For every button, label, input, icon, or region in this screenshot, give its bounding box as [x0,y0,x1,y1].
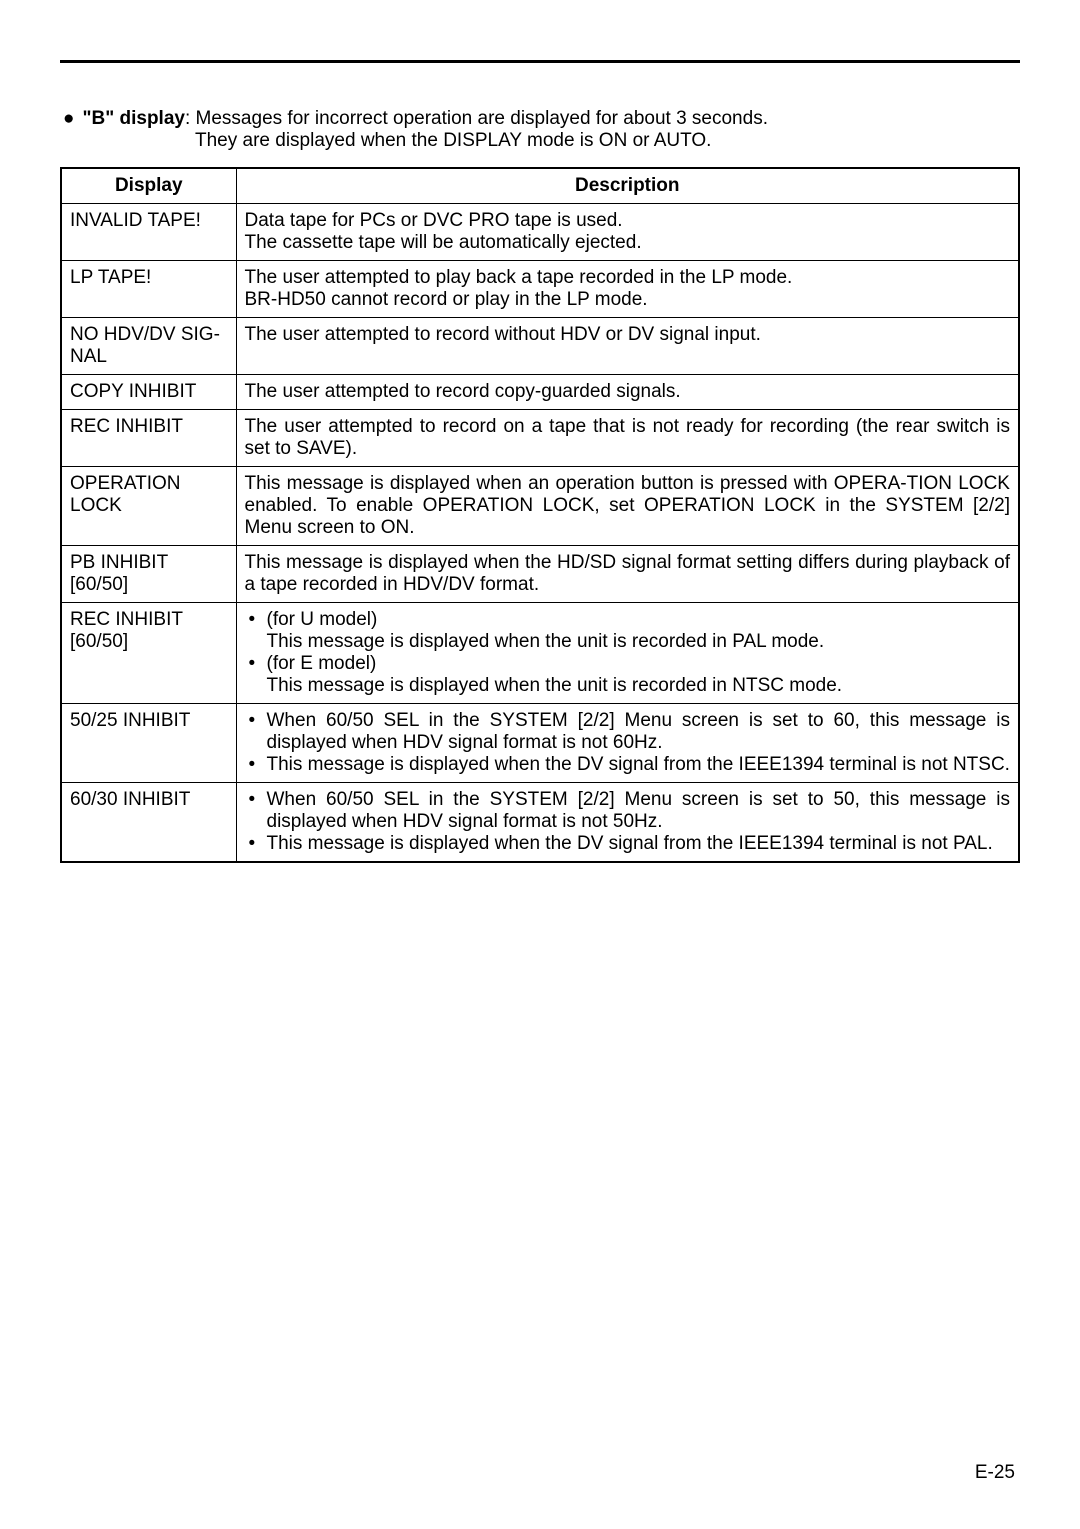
description-cell: (for U model)This message is displayed w… [236,603,1019,704]
table-row: PB INHIBIT[60/50]This message is display… [61,546,1019,603]
table-row: OPERATIONLOCKThis message is displayed w… [61,467,1019,546]
intro-section: ● "B" display: Messages for incorrect op… [60,108,1020,152]
description-cell: This message is displayed when an operat… [236,467,1019,546]
display-cell: PB INHIBIT[60/50] [61,546,236,603]
table-row: REC INHIBITThe user attempted to record … [61,410,1019,467]
display-cell: 50/25 INHIBIT [61,704,236,783]
bullet-icon: ● [63,108,74,130]
page-number: E-25 [975,1462,1015,1484]
table-row: COPY INHIBITThe user attempted to record… [61,375,1019,410]
description-cell: Data tape for PCs or DVC PRO tape is use… [236,204,1019,261]
display-cell: LP TAPE! [61,261,236,318]
header-description: Description [236,168,1019,204]
top-horizontal-rule [60,60,1020,63]
description-cell: This message is displayed when the HD/SD… [236,546,1019,603]
description-cell: The user attempted to record without HDV… [236,318,1019,375]
table-row: 50/25 INHIBITWhen 60/50 SEL in the SYSTE… [61,704,1019,783]
description-cell: The user attempted to play back a tape r… [236,261,1019,318]
intro-line-2: They are displayed when the DISPLAY mode… [195,130,1020,152]
display-cell: REC INHIBIT[60/50] [61,603,236,704]
display-cell: COPY INHIBIT [61,375,236,410]
table-row: REC INHIBIT[60/50](for U model)This mess… [61,603,1019,704]
display-cell: 60/30 INHIBIT [61,783,236,863]
description-cell: When 60/50 SEL in the SYSTEM [2/2] Menu … [236,704,1019,783]
table-row: 60/30 INHIBITWhen 60/50 SEL in the SYSTE… [61,783,1019,863]
display-cell: INVALID TAPE! [61,204,236,261]
messages-table: Display Description INVALID TAPE!Data ta… [60,167,1020,863]
b-display-label: "B" display [82,108,185,129]
description-cell: When 60/50 SEL in the SYSTEM [2/2] Menu … [236,783,1019,863]
table-row: NO HDV/DV SIG-NALThe user attempted to r… [61,318,1019,375]
header-display: Display [61,168,236,204]
display-cell: REC INHIBIT [61,410,236,467]
display-cell: NO HDV/DV SIG-NAL [61,318,236,375]
display-cell: OPERATIONLOCK [61,467,236,546]
description-cell: The user attempted to record on a tape t… [236,410,1019,467]
description-cell: The user attempted to record copy-guarde… [236,375,1019,410]
intro-line-1: ● "B" display: Messages for incorrect op… [60,108,1020,130]
table-row: LP TAPE!The user attempted to play back … [61,261,1019,318]
table-row: INVALID TAPE!Data tape for PCs or DVC PR… [61,204,1019,261]
intro-line1-rest: : Messages for incorrect operation are d… [185,108,768,129]
